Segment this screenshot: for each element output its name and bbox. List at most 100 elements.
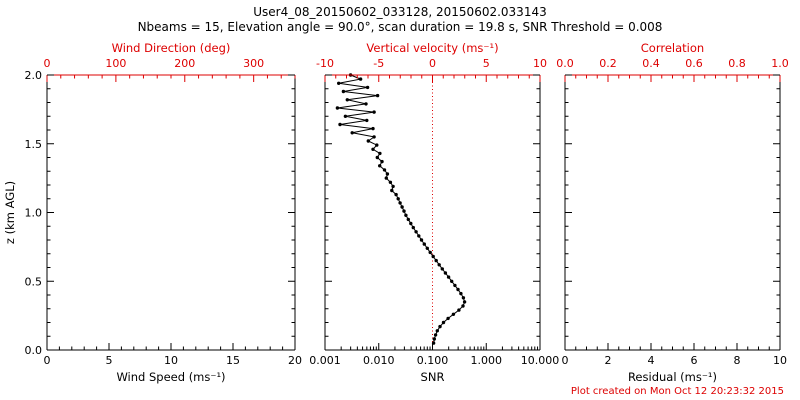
x-tick-label: 10 [773,354,787,367]
data-point [446,316,450,321]
x-tick-label: 0 [44,354,51,367]
x-tick-label: 10 [164,354,178,367]
data-point [345,98,349,102]
data-point [371,126,375,131]
top-axis-title: Correlation [641,41,704,55]
top-tick-label: 1.0 [771,57,789,70]
data-point [417,234,421,238]
x-tick-label: 1.000 [471,354,503,367]
data-point [451,312,456,316]
data-point [337,81,341,86]
data-point [358,77,363,81]
y-tick-label: 1.5 [25,138,43,151]
data-point [434,258,438,263]
data-point [365,118,369,123]
top-tick-label: 100 [105,57,126,70]
data-point [388,180,393,184]
data-point [432,337,436,341]
data-point [419,238,424,242]
data-point [450,279,454,283]
data-point [378,164,382,168]
x-tick-label: 6 [691,354,698,367]
top-tick-label: 0.4 [642,57,660,70]
data-point [440,267,444,271]
data-point [446,275,451,279]
x-axis-title: Wind Speed (ms⁻¹) [116,370,225,384]
data-point [411,225,415,230]
data-point [425,246,429,250]
data-point [409,221,413,226]
data-point [378,151,382,156]
top-tick-label: 5 [483,57,490,70]
x-tick-label: 10.000 [521,354,560,367]
data-point [375,143,379,147]
y-tick-label: 2.0 [25,69,43,82]
data-point [438,324,442,329]
data-point [402,209,406,213]
data-point [366,139,370,143]
x-axis-title: Residual (ms⁻¹) [628,370,717,384]
data-point [422,242,426,246]
plot-title: User4_08_20150602_033128, 20150602.03314… [253,5,547,19]
data-point [338,122,342,127]
top-tick-label: 0.2 [599,57,617,70]
y-tick-label: 1.0 [25,207,43,220]
data-point [343,114,348,119]
data-point [433,333,438,337]
data-point [462,300,467,304]
data-point [414,230,418,234]
data-point [385,172,390,176]
x-tick-label: 0.100 [417,354,449,367]
data-point [375,155,379,160]
data-point [428,250,432,255]
x-tick-label: 4 [648,354,655,367]
data-point [398,201,402,205]
data-point [382,168,387,172]
data-point [372,110,376,114]
plot-subtitle: Nbeams = 15, Elevation angle = 90.0°, sc… [137,20,663,34]
data-point [406,217,410,222]
plot-credit: Plot created on Mon Oct 12 20:23:32 2015 [570,386,784,397]
top-tick-label: 0 [44,57,51,70]
data-point [341,89,346,94]
data-point [437,263,441,267]
data-point [350,131,354,135]
data-point [456,287,460,292]
data-point [400,205,404,209]
x-tick-label: 5 [106,354,113,367]
x-tick-label: 15 [226,354,240,367]
x-axis-title: SNR [421,370,445,384]
data-point [372,135,376,139]
x-tick-label: 8 [734,354,741,367]
x-tick-label: 0 [562,354,569,367]
data-point [453,283,457,288]
data-point [335,106,340,110]
top-tick-label: 0 [429,57,436,70]
x-tick-label: 2 [605,354,612,367]
top-tick-label: 0.0 [556,57,574,70]
data-point [364,102,368,106]
data-point [375,93,380,98]
data-point [435,329,439,333]
top-tick-label: 0.8 [728,57,746,70]
y-tick-label: 0.0 [25,344,43,357]
profile-line [337,74,466,344]
data-point [457,308,461,312]
x-tick-label: 0.010 [363,354,395,367]
top-axis-title: Wind Direction (deg) [112,41,231,55]
data-point [404,213,408,217]
data-point [394,192,398,197]
data-point [441,320,446,325]
data-point [380,159,384,164]
y-tick-label: 0.5 [25,275,43,288]
data-point [459,291,463,296]
data-point [384,176,388,180]
top-tick-label: 0.6 [685,57,703,70]
data-point [390,188,394,193]
data-point [443,271,448,275]
x-tick-label: 20 [288,354,302,367]
top-tick-label: 300 [243,57,264,70]
x-tick-label: 0.001 [309,354,341,367]
top-axis-title: Vertical velocity (ms⁻¹) [366,41,498,55]
